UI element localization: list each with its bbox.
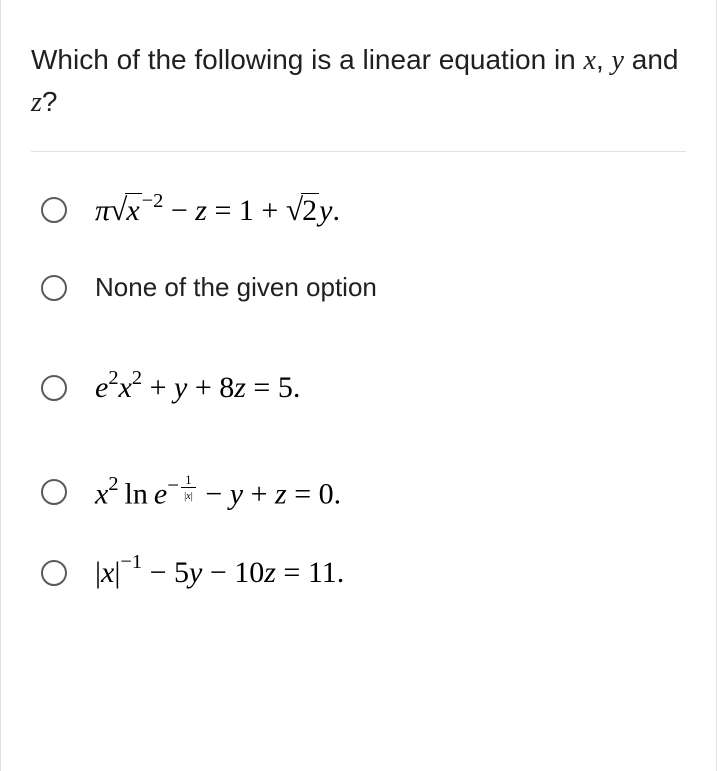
radio-c[interactable]	[41, 375, 67, 401]
option-e-math: |x|−1 − 5y − 10z = 11.	[95, 556, 344, 590]
radio-d[interactable]	[41, 479, 67, 505]
option-d[interactable]: x2 ln e−1|x| − y + z = 0.	[41, 473, 686, 512]
question-suffix: ?	[42, 86, 58, 117]
question-sep1: ,	[596, 44, 612, 75]
radio-e[interactable]	[41, 560, 67, 586]
option-b-label: None of the given option	[95, 272, 377, 303]
radio-a[interactable]	[41, 197, 67, 223]
option-a[interactable]: π√x−2 − z = 1 + √2y.	[41, 192, 686, 228]
question-var-x: x	[584, 45, 596, 76]
options-list: π√x−2 − z = 1 + √2y. None of the given o…	[31, 192, 686, 590]
option-c[interactable]: e2x2 + y + 8z = 5.	[41, 371, 686, 405]
option-d-math: x2 ln e−1|x| − y + z = 0.	[95, 473, 341, 512]
divider	[31, 151, 686, 152]
question-prefix: Which of the following is a linear equat…	[31, 44, 584, 75]
option-e[interactable]: |x|−1 − 5y − 10z = 11.	[41, 556, 686, 590]
option-a-math: π√x−2 − z = 1 + √2y.	[95, 192, 340, 228]
option-c-math: e2x2 + y + 8z = 5.	[95, 371, 300, 405]
radio-b[interactable]	[41, 275, 67, 301]
question-var-y: y	[612, 45, 624, 76]
question-text: Which of the following is a linear equat…	[31, 40, 686, 123]
question-var-z: z	[31, 87, 42, 118]
quiz-card: Which of the following is a linear equat…	[0, 0, 717, 771]
option-b[interactable]: None of the given option	[41, 272, 686, 303]
question-sep2: and	[624, 44, 679, 75]
